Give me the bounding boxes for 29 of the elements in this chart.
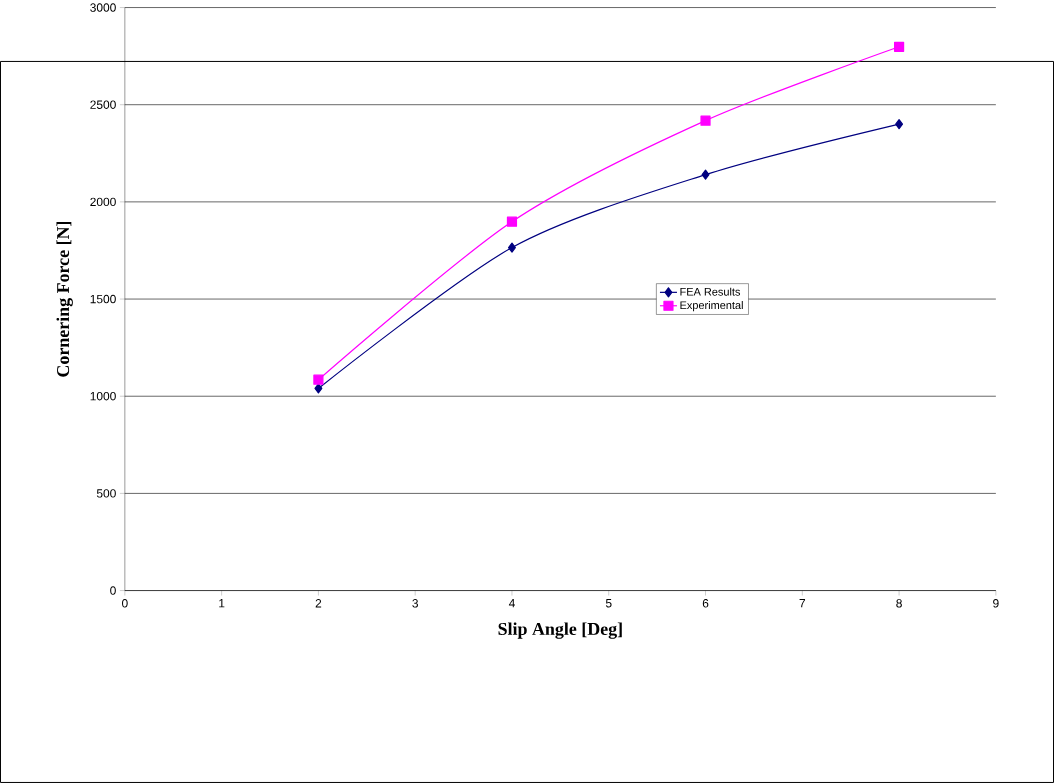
point [507, 242, 516, 253]
point [313, 374, 324, 385]
x-tick-label: 8 [896, 599, 902, 608]
y-tick-label: 2000 [90, 197, 116, 207]
y-tick-label: 3000 [90, 3, 116, 12]
legend-label: Experimental [680, 301, 743, 312]
x-tick-label: 4 [508, 599, 515, 608]
x-tick-label: 0 [121, 599, 128, 608]
y-tick-label: 1000 [90, 392, 116, 401]
y-tick-label: 500 [96, 489, 116, 498]
x-tick-label: 9 [993, 599, 999, 608]
y-tick-label: 1500 [90, 294, 116, 304]
point [895, 119, 904, 130]
x-tick-label: 5 [605, 599, 612, 608]
point [700, 115, 711, 126]
x-tick-label: 3 [412, 599, 418, 608]
x-tick-label: 2 [315, 599, 322, 608]
x-axis-title: Slip Angle [Deg] [498, 622, 622, 639]
y-tick-label: 2500 [90, 100, 116, 109]
y-tick-label: 0 [110, 586, 116, 595]
x-tick-label: 7 [799, 599, 806, 608]
x-tick-label: 6 [702, 599, 709, 608]
x-tick-label: 1 [219, 599, 225, 608]
point [506, 216, 518, 227]
y-axis-title: Cornering Force [N] [56, 221, 73, 377]
point [701, 169, 710, 180]
point [314, 383, 323, 394]
point [893, 41, 905, 52]
legend-label: FEA Results [680, 287, 741, 296]
